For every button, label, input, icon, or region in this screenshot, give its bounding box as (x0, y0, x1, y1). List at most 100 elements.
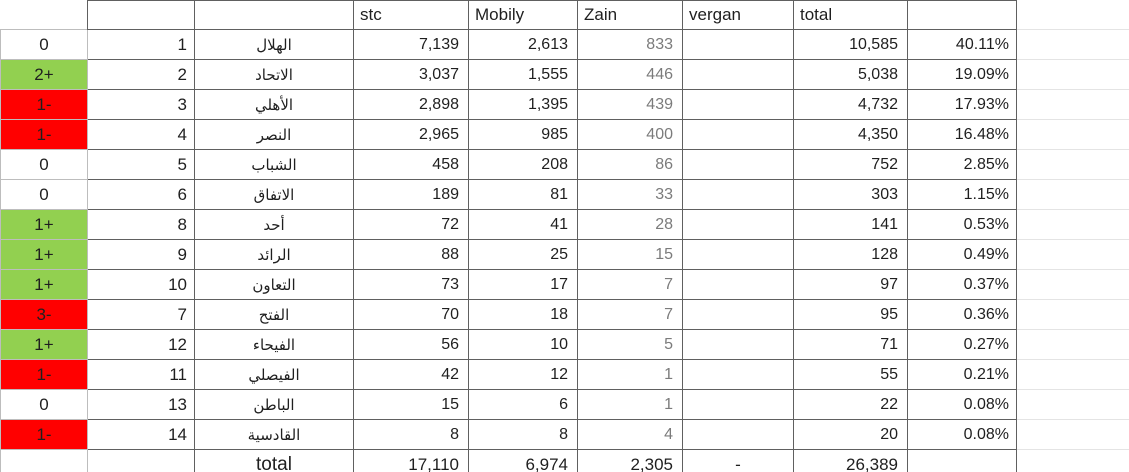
zain-cell[interactable]: 1 (577, 389, 683, 420)
stc-cell[interactable]: 15 (353, 389, 469, 420)
total-cell[interactable]: 55 (793, 359, 908, 390)
rank-cell[interactable]: 9 (87, 239, 195, 270)
rank-cell[interactable]: 14 (87, 419, 195, 450)
change-cell[interactable]: 0 (0, 29, 88, 60)
change-cell[interactable]: 2+ (0, 59, 88, 90)
change-cell[interactable]: 0 (0, 389, 88, 420)
header-team-cell[interactable] (194, 0, 354, 30)
mobily-cell[interactable]: 2,613 (468, 29, 578, 60)
rank-cell[interactable]: 10 (87, 269, 195, 300)
total-vergan-cell[interactable]: - (682, 449, 794, 472)
team-cell[interactable]: القادسية (194, 419, 354, 450)
vergan-cell[interactable] (682, 389, 794, 420)
mobily-cell[interactable]: 18 (468, 299, 578, 330)
vergan-cell[interactable] (682, 359, 794, 390)
stc-cell[interactable]: 73 (353, 269, 469, 300)
mobily-cell[interactable]: 1,395 (468, 89, 578, 120)
change-cell[interactable]: 1- (0, 419, 88, 450)
total-change-cell[interactable] (0, 449, 88, 472)
team-cell[interactable]: الفيحاء (194, 329, 354, 360)
stc-cell[interactable]: 189 (353, 179, 469, 210)
total-zain-cell[interactable]: 2,305 (577, 449, 683, 472)
stc-cell[interactable]: 70 (353, 299, 469, 330)
mobily-cell[interactable]: 81 (468, 179, 578, 210)
zain-cell[interactable]: 439 (577, 89, 683, 120)
zain-cell[interactable]: 1 (577, 359, 683, 390)
total-cell[interactable]: 22 (793, 389, 908, 420)
zain-cell[interactable]: 7 (577, 299, 683, 330)
zain-cell[interactable]: 86 (577, 149, 683, 180)
vergan-cell[interactable] (682, 149, 794, 180)
team-cell[interactable]: الاتفاق (194, 179, 354, 210)
zain-cell[interactable]: 28 (577, 209, 683, 240)
pct-cell[interactable]: 0.27% (907, 329, 1017, 360)
total-cell[interactable]: 20 (793, 419, 908, 450)
vergan-cell[interactable] (682, 89, 794, 120)
team-cell[interactable]: الأهلي (194, 89, 354, 120)
rank-cell[interactable]: 5 (87, 149, 195, 180)
rank-cell[interactable]: 11 (87, 359, 195, 390)
total-total-cell[interactable]: 26,389 (793, 449, 908, 472)
total-cell[interactable]: 141 (793, 209, 908, 240)
rank-cell[interactable]: 13 (87, 389, 195, 420)
total-rank-cell[interactable] (87, 449, 195, 472)
total-cell[interactable]: 5,038 (793, 59, 908, 90)
vergan-cell[interactable] (682, 419, 794, 450)
total-pct-cell[interactable] (907, 449, 1017, 472)
mobily-cell[interactable]: 1,555 (468, 59, 578, 90)
pct-cell[interactable]: 0.49% (907, 239, 1017, 270)
team-cell[interactable]: الفيصلي (194, 359, 354, 390)
header-pct-cell[interactable] (907, 0, 1017, 30)
rank-cell[interactable]: 12 (87, 329, 195, 360)
change-cell[interactable]: 1- (0, 89, 88, 120)
rank-cell[interactable]: 6 (87, 179, 195, 210)
pct-cell[interactable]: 1.15% (907, 179, 1017, 210)
zain-cell[interactable]: 7 (577, 269, 683, 300)
pct-cell[interactable]: 16.48% (907, 119, 1017, 150)
change-cell[interactable]: 1+ (0, 239, 88, 270)
stc-cell[interactable]: 42 (353, 359, 469, 390)
mobily-cell[interactable]: 25 (468, 239, 578, 270)
mobily-cell[interactable]: 41 (468, 209, 578, 240)
rank-cell[interactable]: 1 (87, 29, 195, 60)
mobily-cell[interactable]: 208 (468, 149, 578, 180)
zain-cell[interactable]: 4 (577, 419, 683, 450)
team-cell[interactable]: الفتح (194, 299, 354, 330)
rank-cell[interactable]: 4 (87, 119, 195, 150)
change-cell[interactable]: 0 (0, 179, 88, 210)
total-cell[interactable]: 4,732 (793, 89, 908, 120)
total-stc-cell[interactable]: 17,110 (353, 449, 469, 472)
pct-cell[interactable]: 0.36% (907, 299, 1017, 330)
vergan-cell[interactable] (682, 239, 794, 270)
pct-cell[interactable]: 40.11% (907, 29, 1017, 60)
change-cell[interactable]: 1+ (0, 269, 88, 300)
total-cell[interactable]: 10,585 (793, 29, 908, 60)
rank-cell[interactable]: 7 (87, 299, 195, 330)
change-cell[interactable]: 1+ (0, 329, 88, 360)
team-cell[interactable]: الاتحاد (194, 59, 354, 90)
pct-cell[interactable]: 0.08% (907, 419, 1017, 450)
pct-cell[interactable]: 0.53% (907, 209, 1017, 240)
total-cell[interactable]: 4,350 (793, 119, 908, 150)
stc-cell[interactable]: 2,965 (353, 119, 469, 150)
zain-cell[interactable]: 400 (577, 119, 683, 150)
stc-cell[interactable]: 458 (353, 149, 469, 180)
pct-cell[interactable]: 0.08% (907, 389, 1017, 420)
mobily-cell[interactable]: 985 (468, 119, 578, 150)
vergan-cell[interactable] (682, 299, 794, 330)
total-cell[interactable]: 97 (793, 269, 908, 300)
vergan-cell[interactable] (682, 119, 794, 150)
stc-cell[interactable]: 56 (353, 329, 469, 360)
pct-cell[interactable]: 0.37% (907, 269, 1017, 300)
total-cell[interactable]: 752 (793, 149, 908, 180)
zain-cell[interactable]: 15 (577, 239, 683, 270)
rank-cell[interactable]: 8 (87, 209, 195, 240)
team-cell[interactable]: أحد (194, 209, 354, 240)
team-cell[interactable]: التعاون (194, 269, 354, 300)
change-cell[interactable]: 1- (0, 119, 88, 150)
pct-cell[interactable]: 2.85% (907, 149, 1017, 180)
vergan-cell[interactable] (682, 29, 794, 60)
change-cell[interactable]: 0 (0, 149, 88, 180)
zain-cell[interactable]: 5 (577, 329, 683, 360)
mobily-cell[interactable]: 8 (468, 419, 578, 450)
